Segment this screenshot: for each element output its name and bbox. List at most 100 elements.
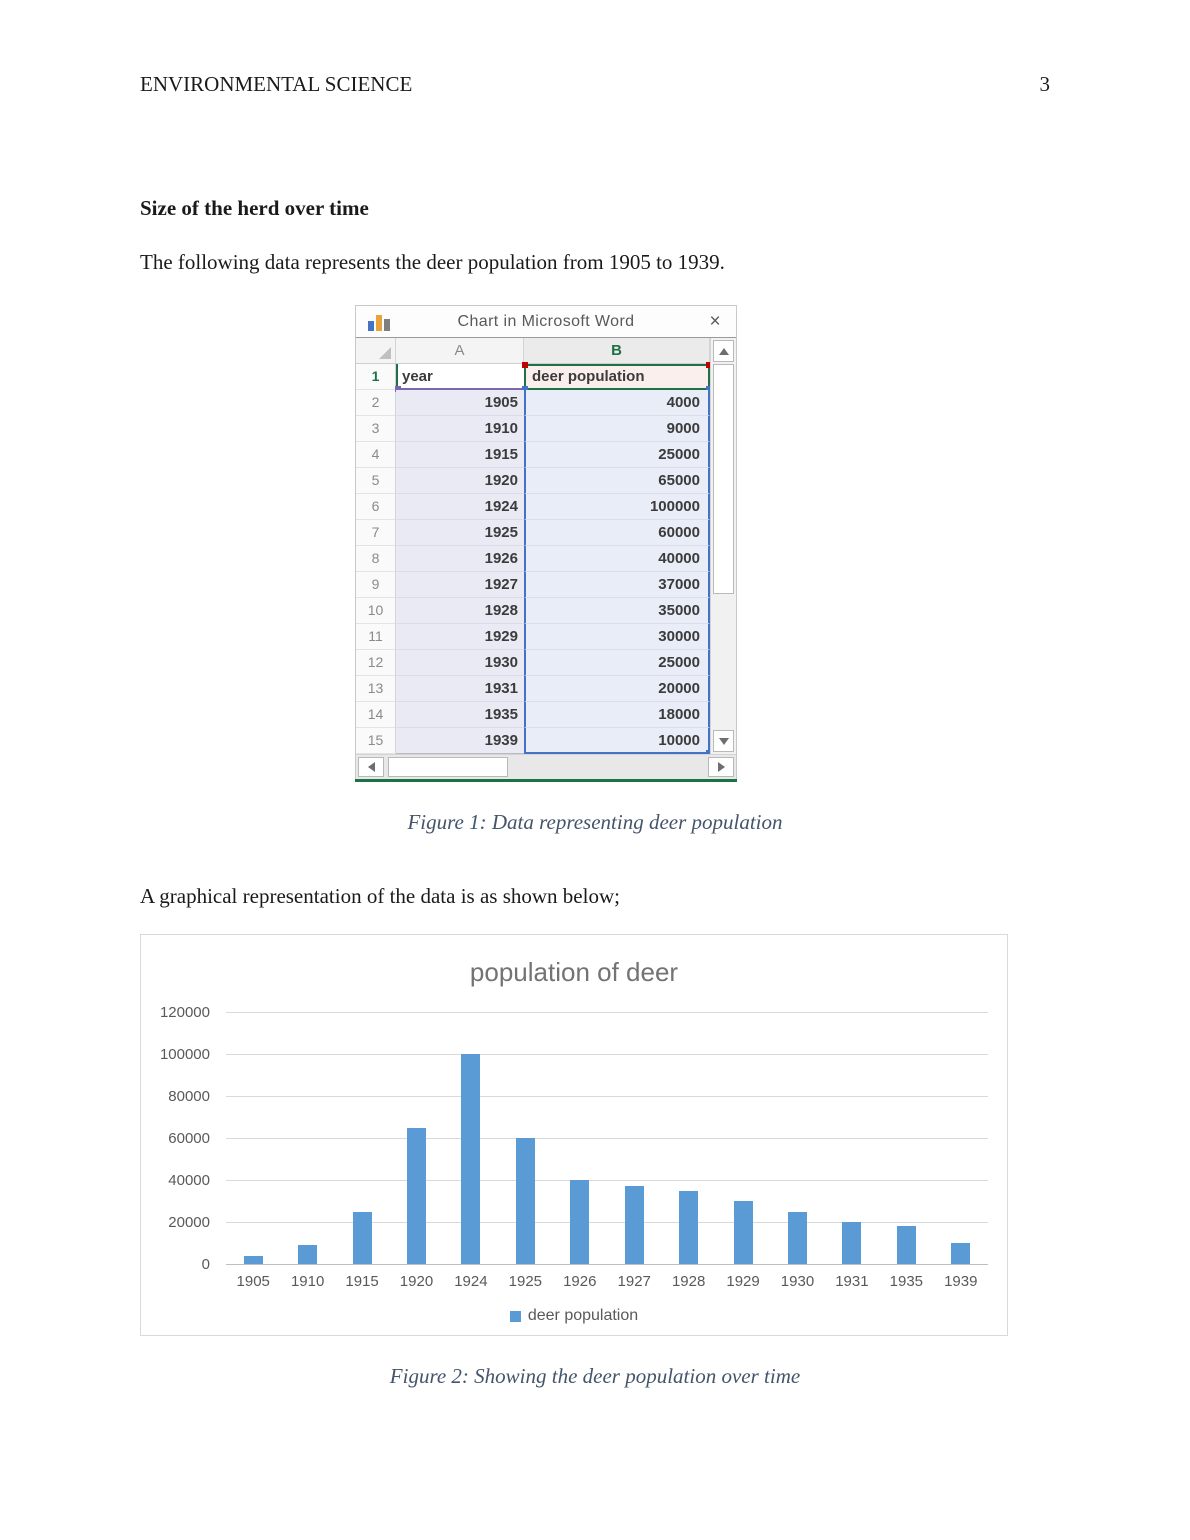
cell-deer-population[interactable]: 20000	[524, 676, 710, 702]
cell-a1-year[interactable]: year	[395, 364, 524, 392]
vertical-scrollbar-thumb[interactable]	[713, 364, 734, 594]
row-number[interactable]: 5	[356, 468, 396, 494]
selection-handle[interactable]	[706, 362, 712, 368]
row-number[interactable]: 2	[356, 390, 396, 416]
cell-year[interactable]: 1927	[396, 572, 524, 598]
gridline	[226, 1180, 988, 1181]
cell-year[interactable]: 1935	[396, 702, 524, 728]
close-icon[interactable]: ×	[709, 311, 721, 332]
table-row: 8 1926 40000	[356, 546, 736, 572]
cell-year[interactable]: 1905	[396, 390, 524, 416]
row-number[interactable]: 1	[356, 364, 396, 390]
row-number[interactable]: 14	[356, 702, 396, 728]
table-row: 6 1924 100000	[356, 494, 736, 520]
cell-year[interactable]: 1939	[396, 728, 524, 754]
row-number[interactable]: 15	[356, 728, 396, 754]
bar-1924	[461, 1054, 481, 1264]
gridline	[226, 1096, 988, 1097]
spreadsheet-titlebar: Chart in Microsoft Word ×	[356, 306, 736, 338]
bar-1927	[624, 1186, 644, 1264]
row-number[interactable]: 11	[356, 624, 396, 650]
gridline	[226, 1054, 988, 1055]
scroll-up-button[interactable]	[713, 340, 734, 362]
window-bottom-accent	[355, 779, 737, 782]
cell-b1-text: deer population	[532, 368, 645, 385]
y-axis-labels: 0 20000 40000 60000 80000 100000 120000	[141, 1004, 216, 1273]
row-number[interactable]: 10	[356, 598, 396, 624]
cell-year[interactable]: 1924	[396, 494, 524, 520]
selection-handle[interactable]	[395, 386, 401, 392]
column-header-a[interactable]: A	[396, 338, 524, 363]
selection-handle[interactable]	[706, 750, 712, 756]
horizontal-scrollbar[interactable]	[356, 754, 736, 779]
x-tick-label: 1905	[236, 1273, 270, 1290]
cell-year[interactable]: 1930	[396, 650, 524, 676]
row-number[interactable]: 7	[356, 520, 396, 546]
cell-deer-population[interactable]: 10000	[524, 728, 712, 756]
page-number: 3	[1039, 72, 1051, 96]
cell-deer-population[interactable]: 25000	[524, 442, 710, 468]
cell-deer-population[interactable]: 25000	[524, 650, 710, 676]
cell-b1-series-name[interactable]: deer population	[522, 362, 712, 392]
x-tick-label: 1928	[671, 1273, 706, 1290]
scroll-left-button[interactable]	[358, 757, 384, 777]
y-tick-label: 20000	[168, 1214, 210, 1231]
row-number[interactable]: 13	[356, 676, 396, 702]
bar-1925	[515, 1138, 535, 1264]
row-number[interactable]: 4	[356, 442, 396, 468]
x-axis-line	[226, 1264, 988, 1265]
row-number[interactable]: 3	[356, 416, 396, 442]
row-number[interactable]: 12	[356, 650, 396, 676]
figure2-caption: Figure 2: Showing the deer population ov…	[389, 1364, 801, 1388]
row-number[interactable]: 9	[356, 572, 396, 598]
column-header-b[interactable]: B	[524, 338, 710, 363]
cell-year[interactable]: 1928	[396, 598, 524, 624]
cell-year[interactable]: 1926	[396, 546, 524, 572]
paragraph-graphical: A graphical representation of the data i…	[140, 884, 620, 908]
spreadsheet-window-title: Chart in Microsoft Word	[457, 312, 635, 330]
cell-deer-population[interactable]: 35000	[524, 598, 710, 624]
selection-handle[interactable]	[522, 362, 528, 368]
x-tick-label: 1935	[889, 1273, 924, 1290]
cell-deer-population[interactable]: 100000	[524, 494, 710, 520]
cell-deer-population[interactable]: 40000	[524, 546, 710, 572]
chart-title: population of deer	[469, 957, 679, 987]
table-row: 4 1915 25000	[356, 442, 736, 468]
cell-year[interactable]: 1931	[396, 676, 524, 702]
cell-deer-population[interactable]: 18000	[524, 702, 710, 728]
cell-deer-population[interactable]: 30000	[524, 624, 710, 650]
selection-handle[interactable]	[522, 386, 528, 392]
table-row: 9 1927 37000	[356, 572, 736, 598]
vertical-scrollbar[interactable]	[710, 338, 736, 754]
cell-deer-population[interactable]: 9000	[524, 416, 710, 442]
gridline	[226, 1012, 988, 1013]
table-row-header: 1 year deer population	[356, 362, 736, 392]
cell-deer-population[interactable]: 60000	[524, 520, 710, 546]
horizontal-scrollbar-thumb[interactable]	[388, 757, 508, 777]
cell-year[interactable]: 1929	[396, 624, 524, 650]
x-tick-label: 1924	[454, 1273, 488, 1290]
cell-year[interactable]: 1915	[396, 442, 524, 468]
bar-1939	[951, 1243, 971, 1264]
row-number[interactable]: 6	[356, 494, 396, 520]
gridline	[226, 1222, 988, 1223]
arrow-left-icon	[367, 762, 375, 772]
y-tick-label: 100000	[159, 1046, 210, 1063]
cell-deer-population[interactable]: 65000	[524, 468, 710, 494]
chart-legend: deer population	[141, 1307, 1007, 1325]
row-number[interactable]: 8	[356, 546, 396, 572]
y-tick-label: 80000	[168, 1088, 210, 1105]
x-tick-label: 1931	[835, 1273, 869, 1290]
table-row: 2 1905 4000	[356, 390, 736, 416]
select-all-corner[interactable]	[356, 338, 396, 363]
cell-year[interactable]: 1920	[396, 468, 524, 494]
x-tick-label: 1927	[617, 1273, 651, 1290]
cell-deer-population[interactable]: 4000	[524, 390, 710, 416]
cell-deer-population[interactable]: 37000	[524, 572, 710, 598]
cell-year[interactable]: 1925	[396, 520, 524, 546]
scroll-right-button[interactable]	[708, 757, 734, 777]
cell-year[interactable]: 1910	[396, 416, 524, 442]
selection-handle[interactable]	[706, 386, 712, 392]
scroll-down-button[interactable]	[713, 730, 734, 752]
